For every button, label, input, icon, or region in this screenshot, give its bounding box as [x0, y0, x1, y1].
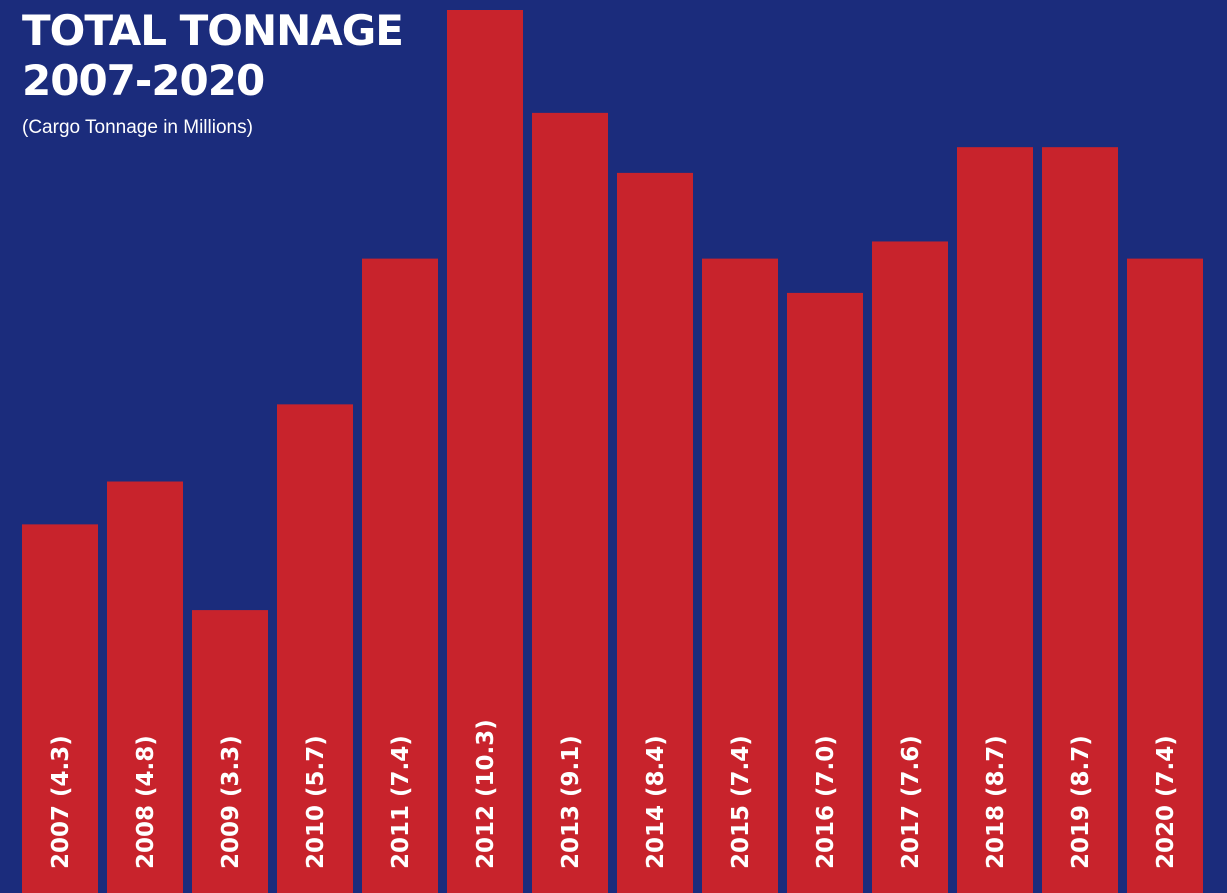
chart-subtitle: (Cargo Tonnage in Millions)	[22, 117, 253, 138]
bar-label-2020: 2020 (7.4)	[1153, 735, 1179, 869]
bar-label-2013: 2013 (9.1)	[558, 735, 584, 869]
bar-label-2009: 2009 (3.3)	[218, 735, 244, 869]
bar-2018	[957, 147, 1033, 893]
bar-label-2015: 2015 (7.4)	[728, 735, 754, 869]
bar-2007	[22, 524, 98, 893]
bar-2015	[702, 258, 778, 893]
bar-label-2019: 2019 (8.7)	[1068, 735, 1094, 869]
chart-title-line-2: 2007-2020	[22, 56, 265, 105]
bar-2016	[787, 292, 863, 893]
bar-label-2010: 2010 (5.7)	[303, 735, 329, 869]
bar-2008	[107, 481, 183, 893]
bar-label-2007: 2007 (4.3)	[48, 735, 74, 869]
bar-2011	[362, 258, 438, 893]
bar-label-2016: 2016 (7.0)	[813, 735, 839, 869]
bar-2013	[532, 112, 608, 893]
bar-label-2018: 2018 (8.7)	[983, 735, 1009, 869]
bar-label-2017: 2017 (7.6)	[898, 735, 924, 869]
bar-label-2008: 2008 (4.8)	[133, 735, 159, 869]
bar-2010	[277, 404, 353, 893]
bar-2014	[617, 172, 693, 893]
bar-2020	[1127, 258, 1203, 893]
bars-group: 2007 (4.3) 2008 (4.8) 2009 (3.3) 2010 (5.7)…	[22, 10, 1203, 893]
chart-title: TOTAL TONNAGE 2007-2020	[22, 6, 404, 106]
bar-2017	[872, 241, 948, 893]
bar-label-2012: 2012 (10.3)	[473, 719, 499, 869]
bar-label-2011: 2011 (7.4)	[388, 735, 414, 869]
bar-2009	[192, 610, 268, 893]
bar-2012	[447, 10, 523, 893]
bar-2019	[1042, 147, 1118, 893]
chart-title-line-1: TOTAL TONNAGE	[22, 6, 404, 55]
bar-label-2014: 2014 (8.4)	[643, 735, 669, 869]
